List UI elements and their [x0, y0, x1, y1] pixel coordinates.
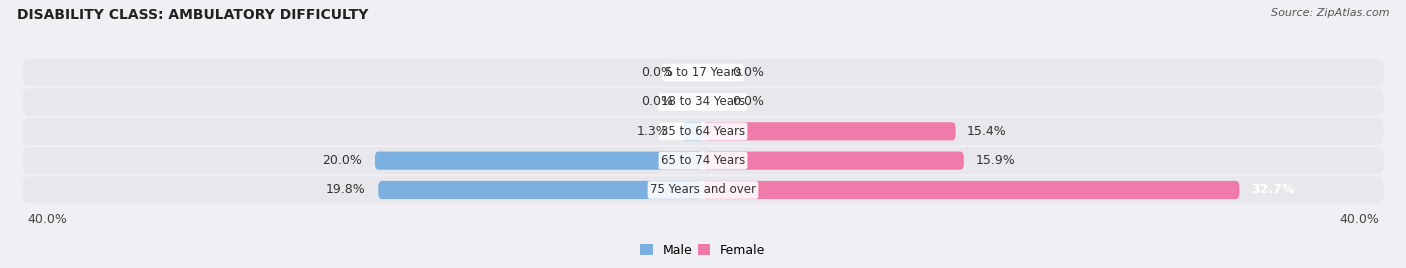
FancyBboxPatch shape — [703, 152, 965, 170]
Text: 32.7%: 32.7% — [1251, 184, 1295, 196]
FancyBboxPatch shape — [22, 147, 1384, 174]
Text: 0.0%: 0.0% — [641, 66, 673, 79]
Text: 0.0%: 0.0% — [733, 66, 765, 79]
Text: 75 Years and over: 75 Years and over — [650, 184, 756, 196]
Text: 1.3%: 1.3% — [637, 125, 669, 138]
FancyBboxPatch shape — [22, 177, 1384, 203]
FancyBboxPatch shape — [22, 118, 1384, 145]
FancyBboxPatch shape — [375, 152, 703, 170]
Legend: Male, Female: Male, Female — [636, 239, 770, 262]
FancyBboxPatch shape — [378, 181, 703, 199]
Text: DISABILITY CLASS: AMBULATORY DIFFICULTY: DISABILITY CLASS: AMBULATORY DIFFICULTY — [17, 8, 368, 22]
Text: 0.0%: 0.0% — [733, 95, 765, 109]
FancyBboxPatch shape — [703, 122, 956, 140]
FancyBboxPatch shape — [703, 181, 1240, 199]
Text: 15.9%: 15.9% — [976, 154, 1015, 167]
Text: 65 to 74 Years: 65 to 74 Years — [661, 154, 745, 167]
FancyBboxPatch shape — [22, 88, 1384, 116]
FancyBboxPatch shape — [22, 59, 1384, 86]
Text: 19.8%: 19.8% — [325, 184, 366, 196]
Text: 35 to 64 Years: 35 to 64 Years — [661, 125, 745, 138]
Text: 5 to 17 Years: 5 to 17 Years — [665, 66, 741, 79]
FancyBboxPatch shape — [682, 122, 703, 140]
Text: 15.4%: 15.4% — [967, 125, 1007, 138]
Text: 0.0%: 0.0% — [641, 95, 673, 109]
Text: 18 to 34 Years: 18 to 34 Years — [661, 95, 745, 109]
Text: Source: ZipAtlas.com: Source: ZipAtlas.com — [1271, 8, 1389, 18]
Text: 20.0%: 20.0% — [322, 154, 361, 167]
